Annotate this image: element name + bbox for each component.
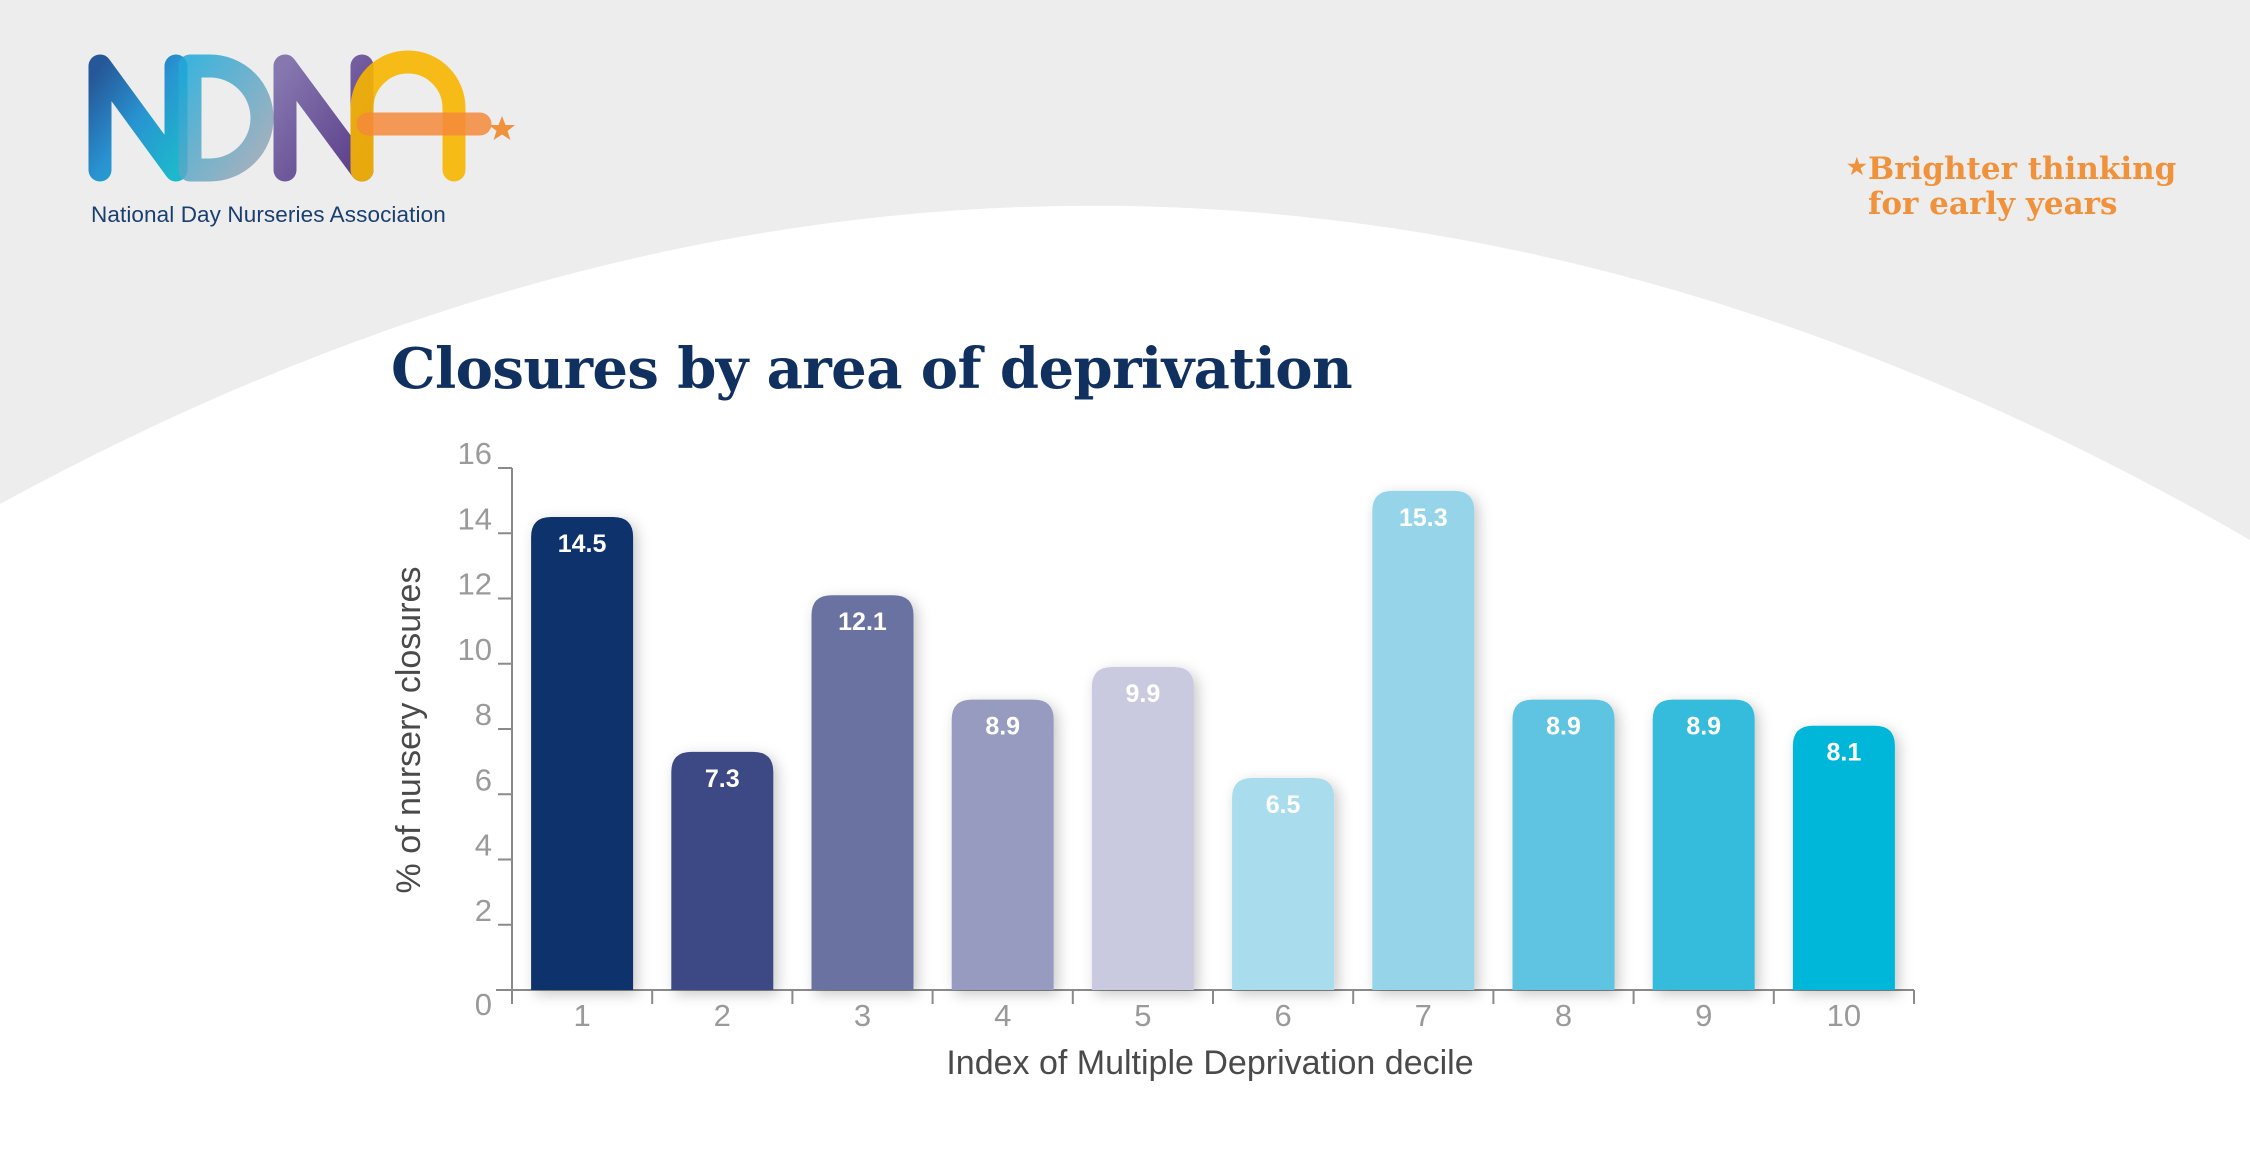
bar-value-label: 15.3	[1399, 504, 1448, 532]
bar-decile-2	[671, 751, 774, 990]
x-axis-label: Index of Multiple Deprivation decile	[946, 1044, 1473, 1082]
tagline: ★ Brighter thinking for early years	[1847, 151, 2208, 222]
bar-decile-5	[1091, 667, 1194, 990]
logo-caption: National Day Nurseries Association	[91, 202, 446, 227]
x-tick-label: 5	[1134, 998, 1151, 1033]
bar-value-label: 12.1	[838, 608, 887, 636]
y-tick-label: 4	[475, 828, 492, 863]
bar-decile-10	[1792, 725, 1895, 990]
x-tick-label: 2	[714, 998, 731, 1033]
x-tick-label: 6	[1274, 998, 1291, 1033]
bar-decile-1	[531, 516, 634, 990]
bar-decile-3	[811, 595, 914, 990]
y-tick-label: 16	[458, 436, 492, 471]
y-tick-label: 12	[458, 567, 492, 602]
bar-value-label: 6.5	[1266, 791, 1301, 819]
x-tick-label: 7	[1415, 998, 1432, 1033]
bar-decile-7	[1372, 490, 1475, 990]
y-tick-label: 2	[475, 893, 492, 928]
bar-value-label: 14.5	[558, 530, 607, 558]
y-tick-label: 6	[475, 762, 492, 797]
y-tick-label: 8	[475, 697, 492, 732]
bar-value-label: 8.9	[1546, 713, 1581, 741]
bar-value-label: 8.1	[1827, 739, 1862, 767]
x-tick-label: 10	[1827, 998, 1861, 1033]
bar-value-label: 8.9	[985, 713, 1020, 741]
x-tick-label: 4	[994, 998, 1011, 1033]
x-tick-label: 3	[854, 998, 871, 1033]
y-tick-label: 14	[458, 501, 492, 536]
bar-value-label: 8.9	[1686, 713, 1721, 741]
bar-value-label: 7.3	[705, 765, 740, 793]
star-icon: ★	[1847, 154, 1867, 180]
x-tick-label: 9	[1695, 998, 1712, 1033]
tagline-line-2: for early years	[1868, 186, 2118, 222]
bar-decile-4	[951, 699, 1054, 990]
chart-bars: 14.5 7.3 12.1 8.9 9.9 6.5 15.3 8.9 8.9 8.1	[531, 490, 1895, 990]
y-axis-label: % of nursery closures	[390, 567, 428, 894]
y-tick-label: 10	[458, 632, 492, 667]
bar-decile-8	[1512, 699, 1615, 990]
bar-decile-9	[1652, 699, 1755, 990]
bar-value-label: 9.9	[1126, 680, 1161, 708]
tagline-line-1: Brighter thinking	[1868, 151, 2177, 187]
x-tick-label: 8	[1555, 998, 1572, 1033]
y-tick-label: 0	[475, 987, 492, 1022]
ndna-logo	[88, 50, 515, 182]
chart-title: Closures by area of deprivation	[391, 336, 1353, 402]
bar-decile-6	[1232, 777, 1335, 990]
x-tick-label: 1	[573, 998, 590, 1033]
